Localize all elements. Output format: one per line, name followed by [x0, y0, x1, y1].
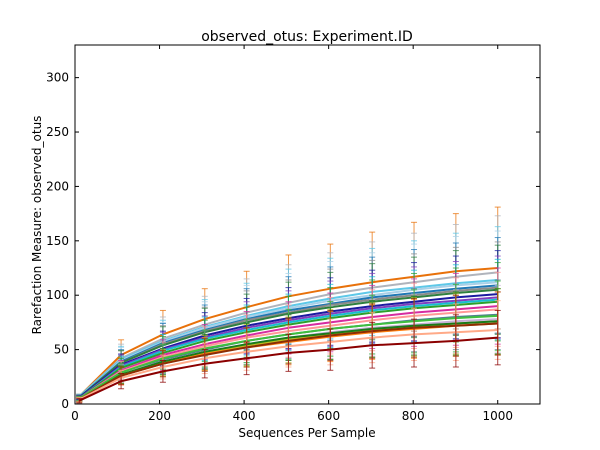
y-tick-label: 200: [46, 179, 69, 193]
x-tick-label: 0: [71, 409, 79, 423]
ticks-layer: 0 200 400 600 800 1000 0 50 100 150 200 250 300: [46, 45, 540, 423]
x-tick-label: 1000: [482, 409, 513, 423]
series-line: [78, 336, 498, 402]
x-axis-title: Sequences Per Sample: [238, 426, 375, 440]
x-tick-label: 400: [233, 409, 256, 423]
y-tick-label: 250: [46, 125, 69, 139]
x-tick-label: 800: [402, 409, 425, 423]
y-tick-label: 150: [46, 234, 69, 248]
y-tick-label: 300: [46, 71, 69, 85]
y-tick-label: 50: [54, 343, 69, 357]
x-tick-label: 200: [148, 409, 171, 423]
y-axis-title: Rarefaction Measure: observed_otus: [30, 116, 44, 335]
y-tick-label: 0: [61, 397, 69, 411]
series-21: [76, 309, 501, 404]
x-tick-label: 600: [317, 409, 340, 423]
chart-title: observed_otus: Experiment.ID: [201, 29, 413, 45]
series-layer: [76, 206, 501, 404]
y-tick-label: 100: [46, 288, 69, 302]
plot-frame: [74, 44, 541, 405]
